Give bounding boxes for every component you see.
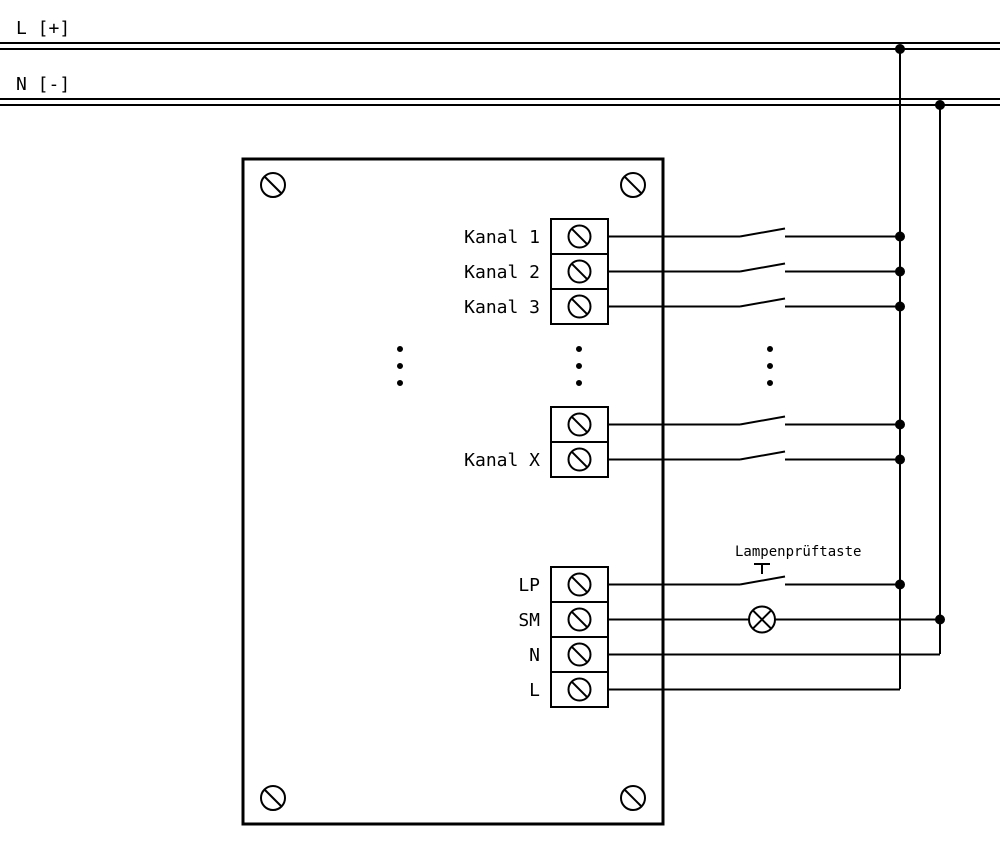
terminal-icon [569, 609, 591, 631]
terminal-icon [569, 414, 591, 436]
rail-N: N [-] [0, 74, 1000, 105]
lamp-icon [749, 607, 775, 633]
terminal-label: Kanal 3 [464, 297, 540, 318]
terminal-block-top: Kanal 1 Kanal 2 Kanal 3 [464, 219, 608, 324]
terminal-block-mid: Kanal X [464, 407, 608, 477]
channel-wires [608, 229, 904, 464]
terminal-icon [569, 679, 591, 701]
terminal-icon [569, 449, 591, 471]
screw-icon [621, 786, 645, 810]
wiring-diagram: L [+] N [-] [0, 0, 1000, 862]
sm-wire [608, 607, 944, 633]
terminal-label: LP [518, 575, 540, 596]
lp-wire: Lampenprüftaste [608, 544, 904, 589]
terminal-label: Kanal X [464, 450, 540, 471]
terminal-label: L [529, 680, 540, 701]
screw-icon [621, 173, 645, 197]
terminal-icon [569, 296, 591, 318]
terminal-label: Kanal 2 [464, 262, 540, 283]
terminal-block-bot: LP SM N L [518, 567, 608, 707]
rail-L-label: L [+] [16, 18, 70, 39]
ellipsis-dots [398, 347, 772, 385]
terminal-icon [569, 226, 591, 248]
screw-icon [261, 786, 285, 810]
terminal-label: SM [518, 610, 540, 631]
terminal-label: Kanal 1 [464, 227, 540, 248]
terminal-label: N [529, 645, 540, 666]
screw-icon [261, 173, 285, 197]
enclosure [243, 159, 663, 824]
terminal-icon [569, 644, 591, 666]
rail-L: L [+] [0, 18, 1000, 49]
bus-wires [896, 45, 944, 689]
pushbutton-label: Lampenprüftaste [735, 544, 861, 560]
terminal-icon [569, 261, 591, 283]
rail-N-label: N [-] [16, 74, 70, 95]
terminal-icon [569, 574, 591, 596]
